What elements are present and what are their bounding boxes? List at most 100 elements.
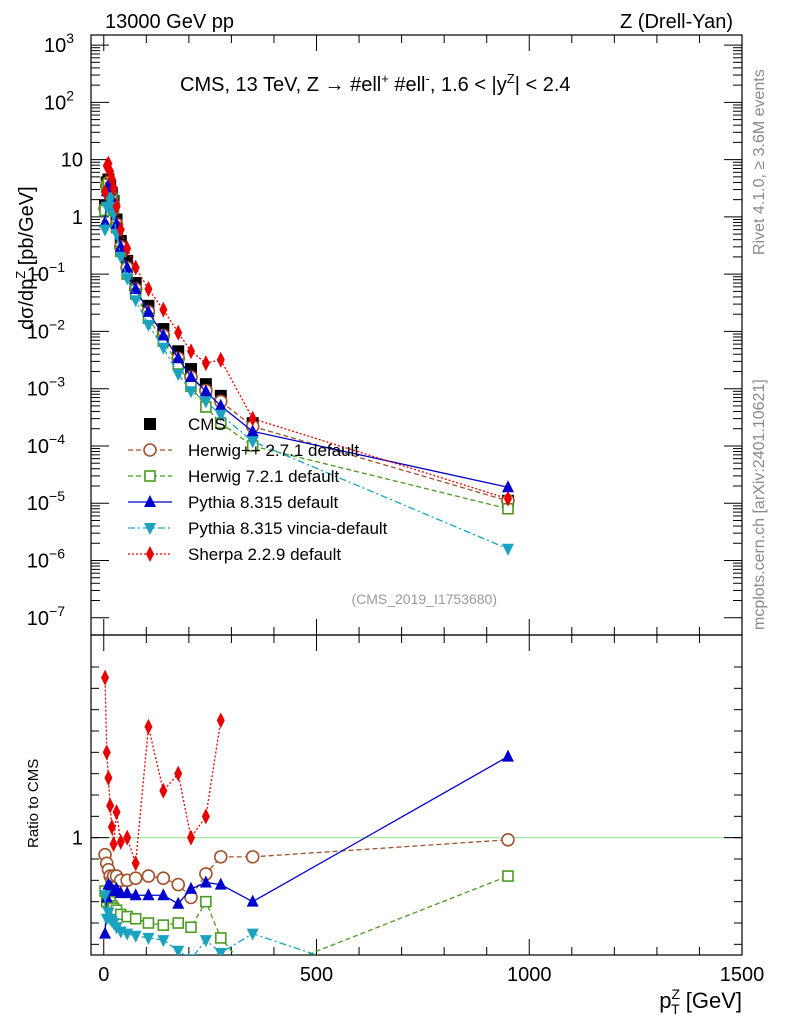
legend-marker-herwig-7-2-1-default	[144, 470, 156, 482]
ratio-point-sherpa-2-2-9-default	[104, 769, 113, 786]
ratio-point-sherpa-2-2-9-default	[106, 797, 115, 814]
point-pythia-8-315-vincia-default	[501, 543, 514, 556]
ratio-point-herwig-7-2-1-default	[200, 895, 212, 908]
x-tick-label: 1000	[507, 964, 552, 986]
ratio-point-herwig-2-7-1-default	[156, 871, 171, 886]
point-pythia-8-315-vincia-default	[104, 194, 117, 207]
point-pythia-8-315-vincia-default	[121, 273, 134, 286]
point-sherpa-2-2-9-default	[159, 301, 168, 318]
ratio-point-herwig-7-2-1-default	[214, 932, 227, 944]
ratio-point-herwig-7-2-1-default	[248, 971, 258, 981]
mcplots-label: mcplots.cern.ch [arXiv:2401.10621]	[751, 379, 768, 630]
legend-label-pythia-8-315-vincia-default: Pythia 8.315 vincia-default	[188, 519, 388, 538]
chart-title: CMS, 13 TeV, Z → #ell+ #ell-, 1.6 < |yZ|…	[180, 71, 571, 96]
legend-marker-herwig-2-7-1-default	[143, 443, 157, 457]
y-tick-label: 10−1	[27, 259, 65, 286]
ratio-point-pythia-8-315-default	[246, 894, 259, 907]
point-pythia-8-315-vincia-default	[184, 386, 197, 399]
point-pythia-8-315-default	[142, 304, 155, 317]
legend-marker-sherpa-2-2-9-default	[146, 546, 154, 562]
x-tick-label: 0	[98, 964, 109, 986]
point-pythia-8-315-default	[99, 215, 112, 228]
point-pythia-8-315-default	[246, 424, 259, 437]
ratio-point-pythia-8-315-vincia-default	[142, 932, 155, 945]
ratio-point-pythia-8-315-default	[142, 888, 155, 901]
ratio-point-pythia-8-315-vincia-default	[199, 935, 212, 948]
x-tick-label: 1500	[720, 964, 765, 986]
legend-marker-pythia-8-315-default	[144, 495, 156, 507]
ratio-point-pythia-8-315-default	[157, 888, 170, 901]
y-tick-label: 10−7	[27, 603, 65, 630]
point-sherpa-2-2-9-default	[116, 221, 125, 238]
rivet-label: Rivet 4.1.0, ≥ 3.6M events	[751, 69, 768, 255]
ratio-point-pythia-8-315-vincia-default	[502, 1014, 514, 1024]
ratio-point-pythia-8-315-default	[214, 877, 227, 890]
point-pythia-8-315-vincia-default	[142, 319, 155, 332]
point-sherpa-2-2-9-default	[123, 240, 132, 257]
ratio-point-pythia-8-315-vincia-default	[214, 947, 227, 955]
legend-label-herwig-2-7-1-default: Herwig++ 2.7.1 default	[188, 441, 359, 460]
ratio-point-sherpa-2-2-9-default	[186, 829, 195, 846]
legend-marker-cms	[144, 418, 156, 430]
point-pythia-8-315-vincia-default	[246, 436, 259, 449]
point-pythia-8-315-default	[214, 398, 227, 411]
header-left: 13000 GeV pp	[105, 11, 234, 33]
ratio-point-pythia-8-315-vincia-default	[184, 954, 197, 955]
y-axis-label-ratio: Ratio to CMS	[25, 759, 42, 848]
point-pythia-8-315-default	[157, 328, 170, 341]
ratio-point-herwig-7-2-1-default	[502, 870, 514, 882]
point-sherpa-2-2-9-default	[101, 184, 110, 201]
point-pythia-8-315-default	[501, 480, 514, 493]
point-pythia-8-315-vincia-default	[114, 251, 127, 264]
y-tick-label: 10−5	[27, 488, 65, 515]
ratio-point-pythia-8-315-vincia-default	[157, 935, 170, 948]
ratio-point-pythia-8-315-default	[184, 881, 197, 894]
x-tick-label: 500	[300, 964, 333, 986]
ratio-point-pythia-8-315-vincia-default	[102, 907, 115, 920]
point-pythia-8-315-vincia-default	[214, 409, 227, 422]
point-sherpa-2-2-9-default	[109, 179, 118, 196]
ratio-point-pythia-8-315-vincia-default	[172, 945, 185, 955]
point-sherpa-2-2-9-default	[503, 490, 512, 507]
point-pythia-8-315-default	[129, 282, 142, 295]
main-panel-series	[98, 155, 515, 556]
legend-label-sherpa-2-2-9-default: Sherpa 2.2.9 default	[188, 545, 341, 564]
point-sherpa-2-2-9-default	[216, 351, 225, 368]
point-pythia-8-315-default	[184, 370, 197, 383]
ratio-point-herwig-7-2-1-default	[185, 921, 197, 934]
ratio-point-herwig-2-7-1-default	[171, 877, 186, 892]
legend-label-cms: CMS	[188, 415, 226, 434]
ratio-point-sherpa-2-2-9-default	[116, 833, 125, 850]
ratio-point-pythia-8-315-default	[99, 926, 112, 939]
axis-ticks: 0 500 1000 1500 10−7 10−6 10−5 10−4 10−3 10−2 10−1…	[27, 30, 764, 986]
ratio-point-herwig-7-2-1-default	[129, 912, 142, 925]
ratio-point-herwig-7-2-1-default	[157, 919, 170, 931]
ratio-point-pythia-8-315-vincia-default	[129, 930, 142, 943]
ratio-point-herwig-7-2-1-default	[172, 917, 185, 929]
legend-label-herwig-7-2-1-default: Herwig 7.2.1 default	[188, 467, 339, 486]
ratio-point-sherpa-2-2-9-default	[201, 808, 210, 825]
y-tick-label: 10−2	[27, 316, 65, 343]
point-sherpa-2-2-9-default	[174, 324, 183, 341]
ratio-panel-series	[98, 669, 515, 1024]
ratio-point-sherpa-2-2-9-default	[109, 836, 118, 853]
ratio-point-herwig-7-2-1-default	[142, 917, 155, 929]
x-axis-label: pZ T [GeV]	[659, 986, 742, 1017]
ratio-point-herwig-2-7-1-default	[128, 871, 143, 886]
ratio-point-pythia-8-315-default	[129, 888, 142, 901]
ratio-point-pythia-8-315-default	[501, 749, 514, 762]
ratio-point-sherpa-2-2-9-default	[131, 855, 140, 872]
legend: CMS Herwig++ 2.7.1 default Herwig 7.2.1 de…	[128, 415, 388, 564]
point-pythia-8-315-vincia-default	[99, 224, 112, 237]
ratio-point-pythia-8-315-vincia-default	[99, 890, 112, 903]
y-tick-label: 1	[72, 207, 83, 229]
ratio-point-pythia-8-315-vincia-default	[246, 928, 259, 941]
series-layer	[98, 155, 515, 1024]
ratio-point-sherpa-2-2-9-default	[112, 804, 121, 821]
point-sherpa-2-2-9-default	[144, 281, 153, 298]
ratio-point-sherpa-2-2-9-default	[216, 712, 225, 729]
ratio-point-sherpa-2-2-9-default	[144, 718, 153, 735]
ratio-point-sherpa-2-2-9-default	[159, 782, 168, 799]
point-pythia-8-315-vincia-default	[157, 342, 170, 355]
